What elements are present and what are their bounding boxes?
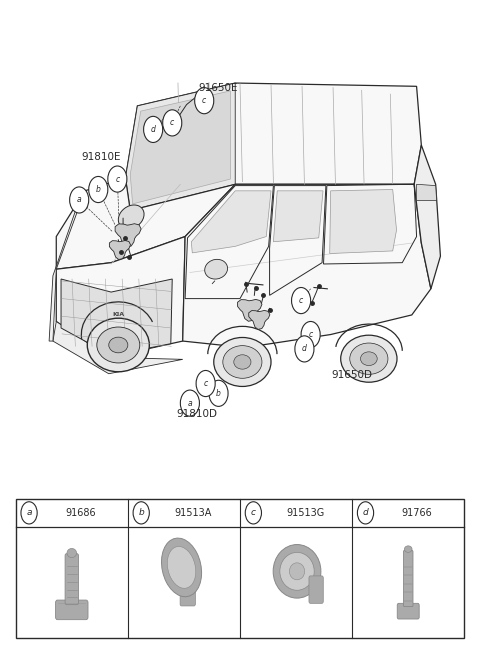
Polygon shape (49, 191, 85, 341)
Ellipse shape (350, 343, 388, 375)
Polygon shape (56, 237, 185, 358)
Ellipse shape (234, 355, 251, 369)
Ellipse shape (119, 205, 144, 229)
Polygon shape (183, 184, 431, 348)
Text: b: b (216, 389, 221, 398)
Ellipse shape (109, 337, 128, 353)
Text: c: c (251, 508, 256, 518)
Text: c: c (309, 330, 313, 339)
Text: c: c (202, 96, 206, 105)
Text: c: c (299, 296, 303, 305)
Ellipse shape (214, 337, 271, 386)
Polygon shape (130, 91, 230, 204)
Ellipse shape (289, 563, 305, 580)
Ellipse shape (161, 538, 202, 597)
Text: b: b (96, 185, 101, 194)
Text: a: a (77, 195, 82, 205)
Ellipse shape (97, 327, 140, 363)
Circle shape (133, 502, 149, 524)
Circle shape (291, 287, 311, 314)
Text: c: c (204, 379, 208, 388)
Text: 91513A: 91513A (174, 508, 212, 518)
Circle shape (295, 336, 314, 362)
Polygon shape (238, 299, 262, 321)
Polygon shape (274, 191, 323, 242)
Polygon shape (115, 224, 141, 247)
Circle shape (209, 380, 228, 406)
Text: 91810D: 91810D (177, 409, 217, 419)
Text: 91513G: 91513G (286, 508, 324, 518)
FancyBboxPatch shape (404, 550, 413, 607)
Polygon shape (192, 191, 271, 253)
Text: 91650D: 91650D (332, 370, 372, 380)
Ellipse shape (341, 335, 397, 382)
Polygon shape (125, 83, 235, 211)
Text: b: b (138, 508, 144, 518)
Polygon shape (249, 310, 270, 329)
Text: d: d (362, 508, 368, 518)
Polygon shape (330, 190, 396, 253)
Ellipse shape (405, 546, 412, 552)
Circle shape (163, 110, 182, 136)
Text: KIA: KIA (112, 312, 124, 318)
Ellipse shape (168, 546, 196, 588)
Text: 91650E: 91650E (199, 83, 238, 92)
Text: d: d (151, 125, 156, 134)
Circle shape (358, 502, 373, 524)
Text: c: c (170, 118, 174, 127)
Ellipse shape (87, 318, 149, 372)
Ellipse shape (280, 552, 314, 590)
FancyBboxPatch shape (56, 600, 88, 620)
Text: 91810E: 91810E (82, 152, 121, 162)
Text: 91766: 91766 (402, 508, 432, 518)
Polygon shape (109, 241, 131, 260)
Ellipse shape (223, 346, 262, 379)
Text: a: a (26, 508, 32, 518)
FancyBboxPatch shape (180, 576, 195, 606)
Ellipse shape (67, 548, 76, 558)
FancyBboxPatch shape (309, 576, 323, 604)
Polygon shape (56, 178, 235, 269)
FancyBboxPatch shape (397, 604, 419, 619)
Circle shape (196, 371, 215, 397)
Polygon shape (125, 83, 421, 211)
Polygon shape (61, 279, 172, 356)
Polygon shape (53, 321, 183, 374)
Circle shape (301, 321, 320, 348)
Polygon shape (417, 184, 437, 201)
Text: d: d (302, 344, 307, 354)
Circle shape (21, 502, 37, 524)
FancyBboxPatch shape (65, 554, 78, 605)
Circle shape (108, 166, 127, 192)
Polygon shape (414, 145, 441, 289)
Circle shape (89, 176, 108, 203)
Text: a: a (188, 399, 192, 407)
Text: c: c (115, 174, 120, 184)
Circle shape (144, 116, 163, 142)
Ellipse shape (360, 352, 377, 365)
Text: 91686: 91686 (65, 508, 96, 518)
Circle shape (70, 187, 89, 213)
Ellipse shape (204, 259, 228, 279)
Circle shape (195, 88, 214, 113)
Circle shape (245, 502, 262, 524)
Ellipse shape (273, 544, 321, 598)
Circle shape (180, 390, 199, 416)
